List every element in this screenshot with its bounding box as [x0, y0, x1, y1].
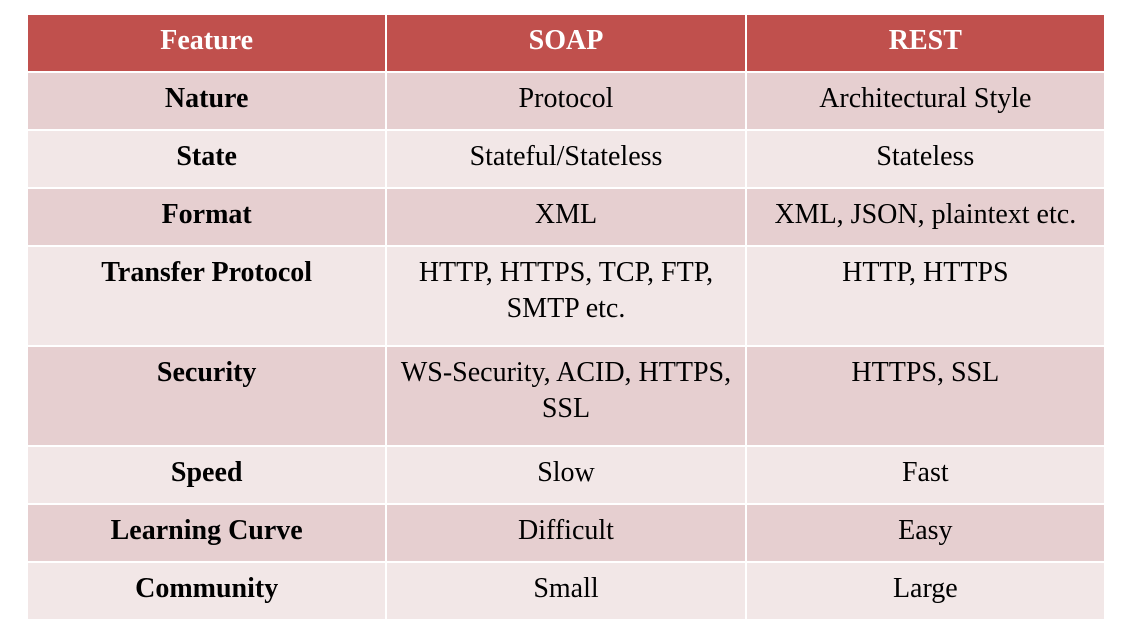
table-row: Speed Slow Fast [25, 445, 1107, 505]
table-cell: XML, JSON, plaintext etc. [744, 187, 1107, 247]
row-label: Speed [25, 445, 388, 505]
table-cell: Architectural Style [744, 71, 1107, 131]
row-label: Format [25, 187, 388, 247]
table-cell: XML [385, 187, 747, 247]
table-row: Transfer Protocol HTTP, HTTPS, TCP, FTP, … [25, 245, 1107, 347]
table-cell: WS-Security, ACID, HTTPS, SSL [385, 345, 747, 447]
row-label: Community [25, 561, 388, 621]
table-cell: Fast [744, 445, 1107, 505]
row-label: Transfer Protocol [25, 245, 388, 347]
table-row: Security WS-Security, ACID, HTTPS, SSL HTT… [25, 345, 1107, 447]
table-row: State Stateful/Stateless Stateless [25, 129, 1107, 189]
row-label: Learning Curve [25, 503, 388, 563]
table-cell: Stateful/Stateless [385, 129, 747, 189]
row-label: Nature [25, 71, 388, 131]
row-label: State [25, 129, 388, 189]
table-cell: Slow [385, 445, 747, 505]
table-cell: Large [744, 561, 1107, 621]
table-row: Learning Curve Difficult Easy [25, 503, 1107, 563]
table-cell: Stateless [744, 129, 1107, 189]
table-cell: Small [385, 561, 747, 621]
header-cell: Feature [25, 13, 388, 73]
table-cell: HTTPS, SSL [744, 345, 1107, 447]
table-cell: Easy [744, 503, 1107, 563]
table-cell: Difficult [385, 503, 747, 563]
table-row: Community Small Large [25, 561, 1107, 621]
table-cell: Protocol [385, 71, 747, 131]
comparison-table: Feature SOAP REST Nature Protocol Architectu… [25, 13, 1107, 621]
table-cell: HTTP, HTTPS, TCP, FTP, SMTP etc. [385, 245, 747, 347]
table-cell: HTTP, HTTPS [744, 245, 1107, 347]
header-cell: REST [744, 13, 1107, 73]
table-row: Format XML XML, JSON, plaintext etc. [25, 187, 1107, 247]
table-row: Nature Protocol Architectural Style [25, 71, 1107, 131]
header-cell: SOAP [385, 13, 747, 73]
row-label: Security [25, 345, 388, 447]
header-row: Feature SOAP REST [25, 13, 1107, 73]
